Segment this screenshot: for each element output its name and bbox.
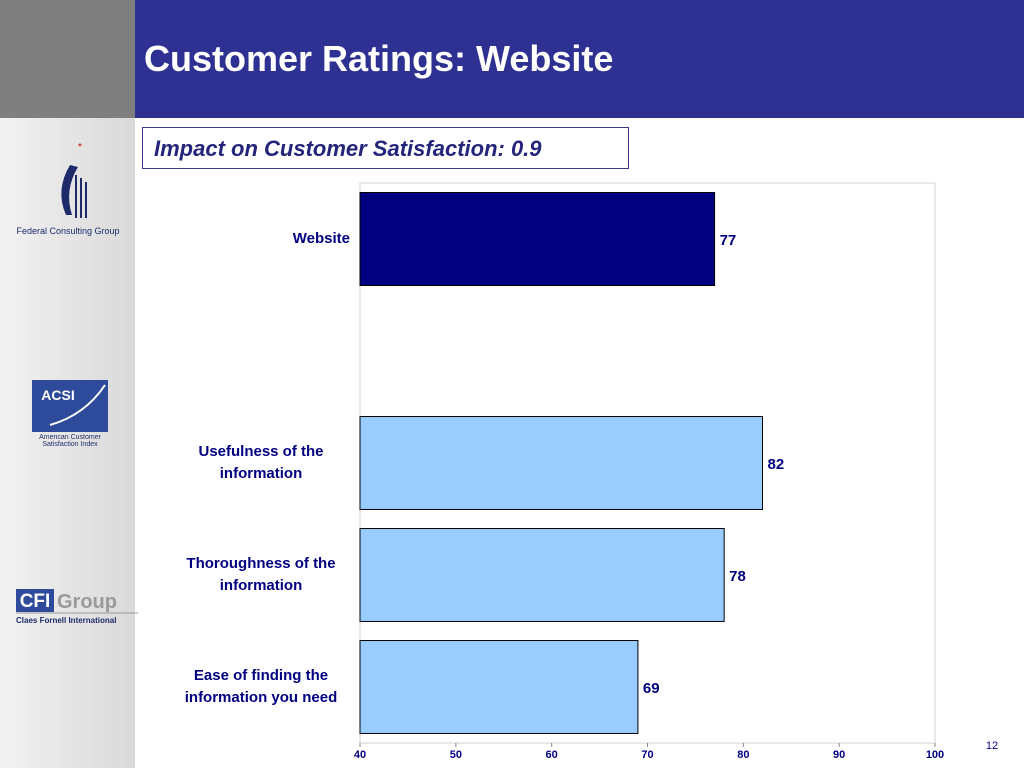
category-label-box: Usefulness of the information — [172, 441, 350, 485]
value-label: 69 — [643, 680, 660, 697]
category-label-box: Website — [293, 228, 350, 250]
slide-title: Customer Ratings: Website — [144, 38, 614, 79]
category-label: Website — [292, 230, 350, 247]
x-tick-label: 80 — [737, 749, 749, 761]
bar — [359, 192, 716, 286]
acsi-name: American Customer Satisfaction Index — [39, 434, 101, 448]
page-number: 12 — [986, 740, 998, 752]
x-tick-label: 70 — [641, 749, 653, 761]
x-tick-label: 100 — [926, 749, 944, 761]
acsi-logo: ACSI American Customer Satisfaction Inde… — [32, 380, 108, 448]
category-label-box: Thoroughness of the information — [172, 553, 350, 597]
bar — [359, 416, 763, 510]
x-tick-label: 60 — [546, 749, 558, 761]
cfi-name: Claes Fornell International — [16, 616, 116, 625]
category-label: Ease of finding the information you need — [184, 667, 338, 706]
x-tick-label: 50 — [450, 749, 462, 761]
subtitle-box — [142, 127, 629, 169]
header-bar — [135, 0, 1024, 118]
cfi-a: CFI — [20, 591, 51, 612]
value-label: 77 — [720, 232, 737, 249]
x-tick-label: 90 — [833, 749, 845, 761]
x-tick-label: 40 — [354, 749, 366, 761]
sidebar — [0, 118, 135, 768]
category-label: Thoroughness of the information — [186, 555, 336, 594]
value-label: 78 — [729, 568, 746, 585]
bar — [359, 640, 639, 734]
fcg-name: Federal Consulting Group — [16, 226, 119, 236]
bar — [359, 528, 725, 622]
category-label-box: Ease of finding the information you need — [172, 665, 350, 709]
acsi-text: ACSI — [41, 387, 74, 403]
value-label: 82 — [768, 456, 785, 473]
corner-block — [0, 0, 135, 118]
cfi-b: Group — [57, 591, 117, 613]
cfi-logo: CFI Group Claes Fornell International — [16, 589, 138, 625]
subtitle: Impact on Customer Satisfaction: 0.9 — [154, 136, 542, 161]
svg-text:*: * — [78, 142, 82, 153]
fcg-logo: * Federal Consulting Group — [16, 142, 119, 236]
category-label: Usefulness of the information — [198, 443, 324, 482]
